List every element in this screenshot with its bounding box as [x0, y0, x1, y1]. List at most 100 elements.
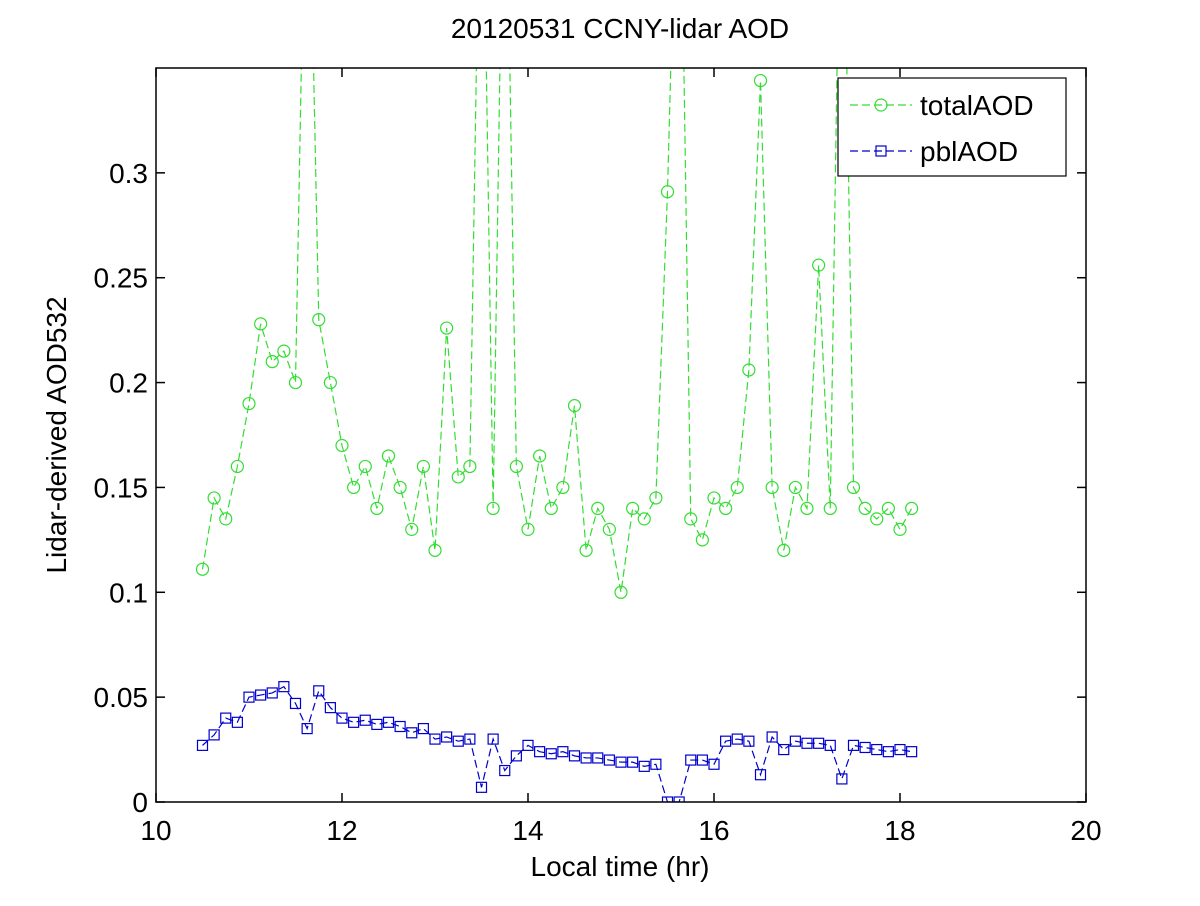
marker	[207, 491, 221, 505]
marker	[881, 501, 895, 515]
marker	[406, 727, 418, 739]
marker	[824, 739, 836, 751]
marker	[731, 733, 743, 745]
marker	[428, 543, 442, 557]
x-tick-label: 18	[884, 815, 915, 846]
marker	[695, 533, 709, 547]
marker	[510, 750, 522, 762]
marker	[266, 687, 278, 699]
marker	[788, 480, 802, 495]
marker	[429, 733, 441, 745]
marker	[440, 321, 454, 335]
marker	[533, 449, 547, 463]
marker	[196, 739, 209, 751]
marker	[312, 313, 326, 327]
axes: 10 12 14 16 18 20 0 0.05 0.1 0.15 0.2 0.25 0.3 totalA…	[94, 68, 1102, 846]
marker	[416, 459, 430, 474]
chart-title: 20120531 CCNY-lidar AOD	[451, 13, 789, 44]
marker	[544, 501, 558, 515]
marker	[579, 543, 593, 557]
marker	[685, 754, 697, 766]
marker	[720, 735, 732, 747]
marker	[614, 585, 628, 599]
marker	[195, 562, 210, 576]
marker	[627, 756, 639, 768]
marker	[521, 522, 535, 536]
marker	[289, 697, 302, 710]
marker	[765, 480, 779, 495]
x-tick-label: 20	[1070, 815, 1101, 846]
marker	[823, 501, 837, 515]
legend-box	[837, 77, 1067, 177]
axes-box	[155, 67, 1087, 803]
marker	[381, 449, 396, 463]
legend-label: pblAOD	[920, 136, 1018, 167]
marker	[219, 512, 233, 526]
marker	[836, 773, 848, 785]
marker	[874, 98, 888, 112]
marker	[742, 363, 756, 377]
marker	[847, 739, 860, 751]
marker	[801, 737, 813, 749]
marker	[615, 756, 627, 768]
marker	[800, 501, 814, 515]
marker	[905, 501, 919, 515]
x-tick-label: 14	[512, 815, 543, 846]
marker	[870, 512, 884, 526]
marker	[812, 258, 826, 272]
marker	[650, 758, 662, 770]
marker	[626, 501, 640, 515]
marker	[813, 737, 825, 749]
marker	[323, 375, 337, 390]
marker	[875, 145, 887, 157]
marker	[638, 760, 650, 772]
series-line	[202, 685, 912, 802]
marker	[231, 716, 243, 728]
marker	[463, 459, 477, 474]
legend-label: totalAOD	[920, 90, 1034, 121]
marker	[288, 375, 303, 390]
marker	[324, 702, 336, 714]
marker	[592, 752, 604, 764]
marker	[893, 522, 907, 536]
marker	[220, 712, 232, 724]
y-tick-label: 0.15	[94, 472, 149, 503]
marker	[475, 781, 488, 793]
marker	[277, 344, 291, 358]
y-tick-label: 0.2	[109, 368, 148, 399]
marker	[894, 743, 906, 756]
y-tick-label: 0.1	[109, 577, 148, 608]
x-axis-label: Local time (hr)	[531, 851, 710, 882]
marker	[393, 480, 407, 495]
marker	[696, 754, 708, 766]
marker	[649, 491, 663, 505]
marker	[906, 746, 918, 758]
marker	[568, 750, 581, 762]
y-tick-label: 0	[132, 787, 148, 818]
marker	[871, 743, 883, 756]
y-tick-label: 0.3	[109, 158, 148, 189]
marker	[265, 355, 279, 369]
marker	[243, 691, 255, 703]
marker	[486, 501, 500, 515]
marker	[335, 438, 349, 453]
marker	[766, 731, 778, 743]
marker	[684, 512, 698, 526]
marker	[778, 743, 790, 756]
marker	[348, 716, 360, 728]
marker	[278, 681, 290, 693]
marker	[567, 399, 582, 413]
marker	[858, 501, 872, 515]
marker	[661, 796, 674, 802]
marker	[464, 733, 476, 745]
marker	[509, 459, 523, 474]
marker	[777, 543, 791, 557]
x-tick-label: 10	[140, 815, 171, 846]
marker	[382, 716, 395, 728]
marker	[603, 754, 615, 766]
marker	[242, 396, 256, 411]
marker	[859, 741, 871, 754]
marker	[707, 491, 721, 505]
marker	[522, 739, 534, 751]
